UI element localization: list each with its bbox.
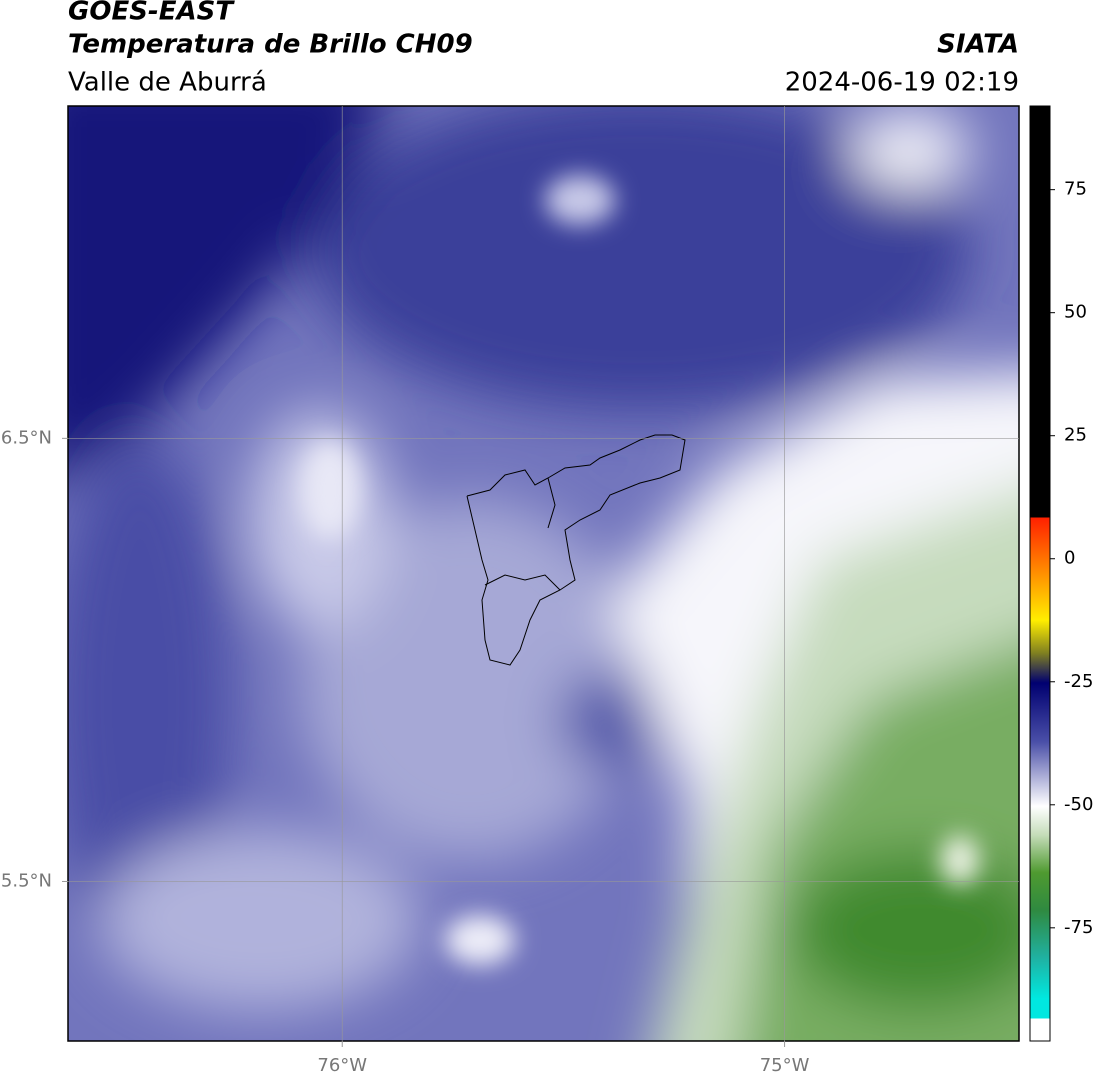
map-frame (67, 105, 1020, 1042)
title: GOES-EAST (68, 0, 235, 27)
source: SIATA (937, 30, 1019, 60)
region: Valle de Aburrá (68, 68, 267, 98)
municipal-border (484, 574, 561, 591)
colorbar (1029, 105, 1051, 1042)
colorbar-tick-label: 75 (1064, 179, 1087, 200)
colorbar-tick-label: 0 (1064, 548, 1075, 569)
colorbar-tick-label: -25 (1064, 671, 1093, 692)
colorbar-tick-label: -75 (1064, 917, 1093, 938)
colorbar-tick-label: 50 (1064, 302, 1087, 323)
aburra-outline (466, 434, 686, 666)
datetime: 2024-06-19 02:19 (785, 68, 1019, 98)
colorbar-tick-label: -50 (1064, 794, 1093, 815)
subtitle: Temperatura de Brillo CH09 (68, 30, 473, 60)
y-tick-label: 6.5°N (1, 427, 52, 448)
y-tick-label: 5.5°N (1, 870, 52, 891)
municipal-border (547, 477, 556, 529)
x-tick-label: 76°W (317, 1055, 367, 1076)
x-tick-label: 75°W (760, 1055, 810, 1076)
colorbar-tick-label: 25 (1064, 425, 1087, 446)
